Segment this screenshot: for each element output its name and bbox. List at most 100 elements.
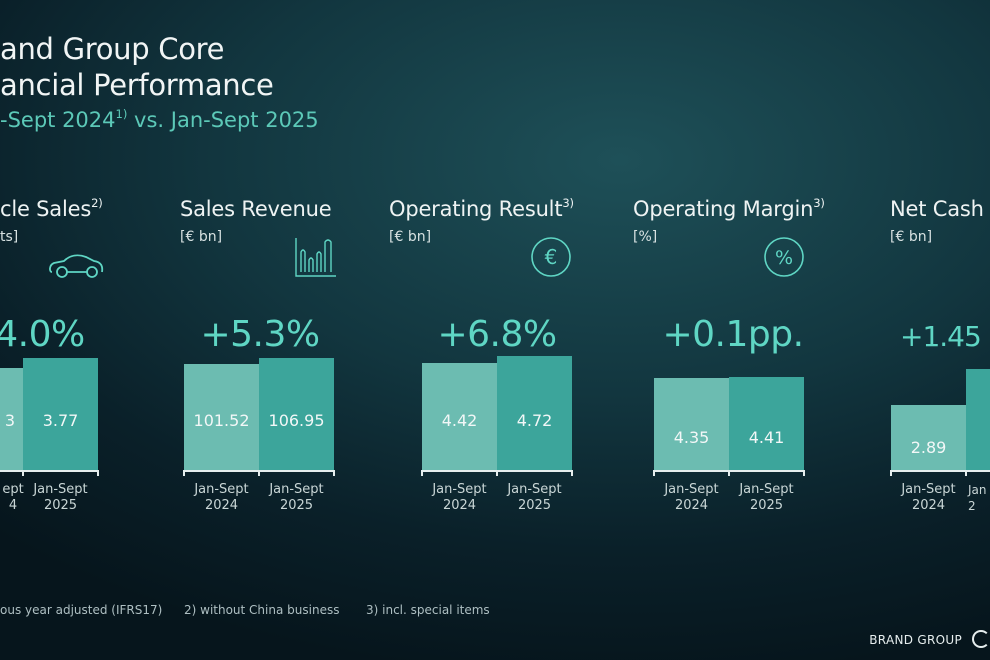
axis-tick <box>571 470 573 476</box>
change-value: +1.45 <box>900 320 982 353</box>
title-line-2: ancial Performance <box>0 68 274 102</box>
x-tick-label: Jan-Sept 2025 <box>507 482 561 514</box>
bar-value-label: 2.89 <box>910 438 947 457</box>
chart-title: Operating Result3) <box>389 196 574 221</box>
chart-title-text: Operating Margin <box>633 197 814 222</box>
chart-unit: [€ bn] <box>389 229 432 245</box>
change-value: +6.8% <box>437 314 557 355</box>
x-tick-label-line: 2025 <box>749 498 784 513</box>
x-tick-label-line: Jan-Sept <box>33 482 88 497</box>
x-tick-label: Jan-Sept 2024 <box>664 482 718 514</box>
footnote-marker: 3) <box>813 196 825 210</box>
bar-2024 <box>422 363 497 470</box>
x-tick-label-line: 4 <box>8 498 18 513</box>
bar-value-label: 3.77 <box>42 411 79 430</box>
axis-tick <box>890 470 892 476</box>
axis-tick <box>653 470 655 476</box>
footnote-marker: 2) <box>91 196 103 210</box>
bar-2025 <box>966 369 990 470</box>
chart-title-text: Sales Revenue <box>180 197 332 222</box>
bar-2025 <box>497 356 572 470</box>
x-tick-label-line: Jan-Sept <box>507 482 562 497</box>
x-tick-label-line: Jan-Sept <box>901 482 956 497</box>
bar-2025 <box>259 358 334 470</box>
subtitle: -Sept 20241) vs. Jan-Sept 2025 <box>0 107 319 132</box>
chart-unit: [€ bn] <box>180 229 223 245</box>
x-tick-label-line: 2025 <box>517 498 552 513</box>
chart-title-text: Net Cash <box>890 197 984 222</box>
axis-tick <box>22 470 24 476</box>
subtitle-period-a: -Sept 2024 <box>0 108 116 133</box>
axis-tick <box>333 470 335 476</box>
change-value: +0.1pp. <box>662 314 804 355</box>
footnote-2: 2) without China business <box>184 603 340 617</box>
x-tick-label-line: Jan-Sept <box>194 482 249 497</box>
x-tick-label: Jan-Sept 2025 <box>33 482 87 514</box>
x-tick-label-line: Jan-Sept <box>269 482 324 497</box>
bar-value-label: 4.41 <box>748 428 785 447</box>
bar-2025 <box>23 358 98 470</box>
chart-title: cle Sales2) <box>0 196 103 221</box>
x-tick-label-line: 2025 <box>43 498 78 513</box>
change-value: 4.0% <box>0 314 85 355</box>
bar-value-label: 4.42 <box>441 411 478 430</box>
footnote-marker: 3) <box>562 196 574 210</box>
x-tick-label-line: Jan <box>968 483 987 497</box>
x-tick-label: Jan 2 <box>968 482 987 514</box>
brand-logo-mark <box>972 630 990 648</box>
x-tick-label-line: 2024 <box>204 498 239 513</box>
chart-title-text: cle Sales <box>0 197 92 222</box>
axis-tick <box>421 470 423 476</box>
x-tick-label-line: ept <box>2 482 24 497</box>
chart-title: Operating Margin3) <box>633 196 825 221</box>
x-tick-label: Jan-Sept 2024 <box>194 482 248 514</box>
axis-tick <box>803 470 805 476</box>
x-tick-label-line: 2025 <box>279 498 314 513</box>
x-tick-label-line: 2024 <box>442 498 477 513</box>
svg-text:%: % <box>775 247 793 269</box>
bar-2024 <box>654 378 729 470</box>
x-tick-label: Jan-Sept 2024 <box>901 482 955 514</box>
x-tick-label-line: Jan-Sept <box>739 482 794 497</box>
chart-title-text: Operating Result <box>389 197 563 222</box>
x-tick-label-line: 2 <box>968 499 976 513</box>
bar-value-label: 3 <box>4 411 16 430</box>
axis-tick <box>496 470 498 476</box>
axis-tick <box>965 470 967 476</box>
bar-2024 <box>184 363 259 470</box>
subtitle-period-b: vs. Jan-Sept 2025 <box>127 108 319 133</box>
brand-logo-text: BRAND GROUP <box>869 633 962 647</box>
title-line-1: and Group Core <box>0 32 225 66</box>
x-tick-label-line: Jan-Sept <box>432 482 487 497</box>
bar-value-label: 101.52 <box>193 411 250 430</box>
chart-unit: [€ bn] <box>890 229 933 245</box>
x-tick-label: Jan-Sept 2025 <box>269 482 323 514</box>
x-tick-label: Jan-Sept 2024 <box>432 482 486 514</box>
bar-2024 <box>0 368 23 470</box>
bar-value-label: 4.72 <box>516 411 553 430</box>
svg-text:€: € <box>545 245 558 269</box>
bar-value-label: 4.35 <box>673 428 710 447</box>
chart-title: Net Cash <box>890 196 984 221</box>
x-tick-label-line: Jan-Sept <box>664 482 719 497</box>
axis-tick <box>728 470 730 476</box>
axis-tick <box>258 470 260 476</box>
x-tick-label: ept 4 <box>2 482 23 514</box>
bar-2024 <box>891 405 966 470</box>
x-tick-label-line: 2024 <box>674 498 709 513</box>
footnote-1: ous year adjusted (IFRS17) <box>0 603 163 617</box>
axis-tick <box>97 470 99 476</box>
change-value: +5.3% <box>200 314 320 355</box>
bar-2025 <box>729 377 804 470</box>
x-axis <box>0 470 98 472</box>
x-tick-label: Jan-Sept 2025 <box>739 482 793 514</box>
chart-unit: ts] <box>0 229 19 245</box>
axis-tick <box>183 470 185 476</box>
footnote-3: 3) incl. special items <box>366 603 490 617</box>
x-axis <box>891 470 990 472</box>
chart-title: Sales Revenue <box>180 196 332 222</box>
bar-value-label: 106.95 <box>268 411 325 430</box>
x-tick-label-line: 2024 <box>911 498 946 513</box>
footnote-marker: 1) <box>115 107 128 121</box>
chart-unit: [%] <box>633 229 658 245</box>
